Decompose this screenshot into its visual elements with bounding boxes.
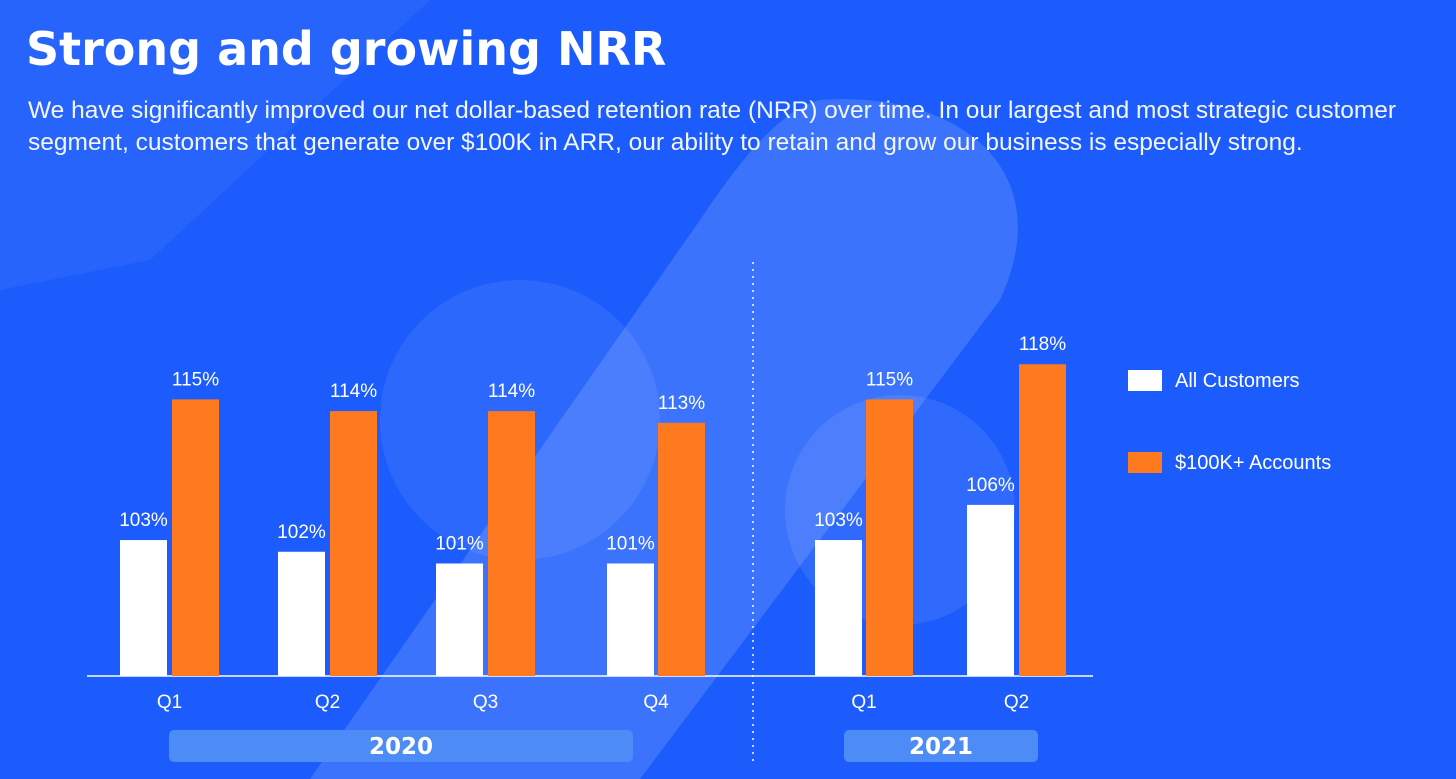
bar-data-label: 114% [488,381,535,402]
bar-100k-accounts [658,422,705,676]
bar-100k-accounts [172,399,219,676]
bar-100k-accounts [330,411,377,676]
bar-data-label: 103% [119,510,168,531]
bar-100k-accounts [488,411,535,676]
bar-all-customers [120,540,167,676]
bar-data-label: 115% [866,369,913,390]
bar-100k-accounts [1019,364,1066,676]
page-subtitle: We have significantly improved our net d… [28,97,1397,156]
x-tick-label: Q1 [157,692,182,713]
year-band [844,730,1038,762]
bar-data-label: 101% [435,533,484,554]
bar-all-customers [815,540,862,676]
bar-data-label: 102% [277,522,326,543]
x-tick-label: Q2 [1004,692,1029,713]
legend-swatch-100k-accounts [1128,452,1162,473]
bar-all-customers [967,504,1014,676]
year-band [169,730,633,762]
bar-all-customers [436,563,483,676]
bar-data-label: 106% [966,475,1015,496]
bar-data-label: 113% [658,393,705,414]
x-tick-label: Q2 [315,692,340,713]
x-tick-label: Q4 [643,692,669,713]
page-title: Strong and growing NRR [26,22,667,76]
legend-label: All Customers [1175,370,1299,392]
bar-all-customers [607,563,654,676]
legend-label: $100K+ Accounts [1175,452,1331,474]
x-tick-label: Q1 [851,692,876,713]
bar-100k-accounts [866,399,913,676]
legend-swatch-all-customers [1128,370,1162,391]
year-label: 2021 [909,734,973,760]
bar-data-label: 118% [1019,334,1066,355]
bar-data-label: 115% [172,369,219,390]
bar-data-label: 103% [814,510,863,531]
bar-data-label: 101% [606,533,655,554]
year-label: 2020 [369,734,433,760]
bar-data-label: 114% [330,381,377,402]
x-tick-label: Q3 [473,692,498,713]
bar-all-customers [278,551,325,676]
